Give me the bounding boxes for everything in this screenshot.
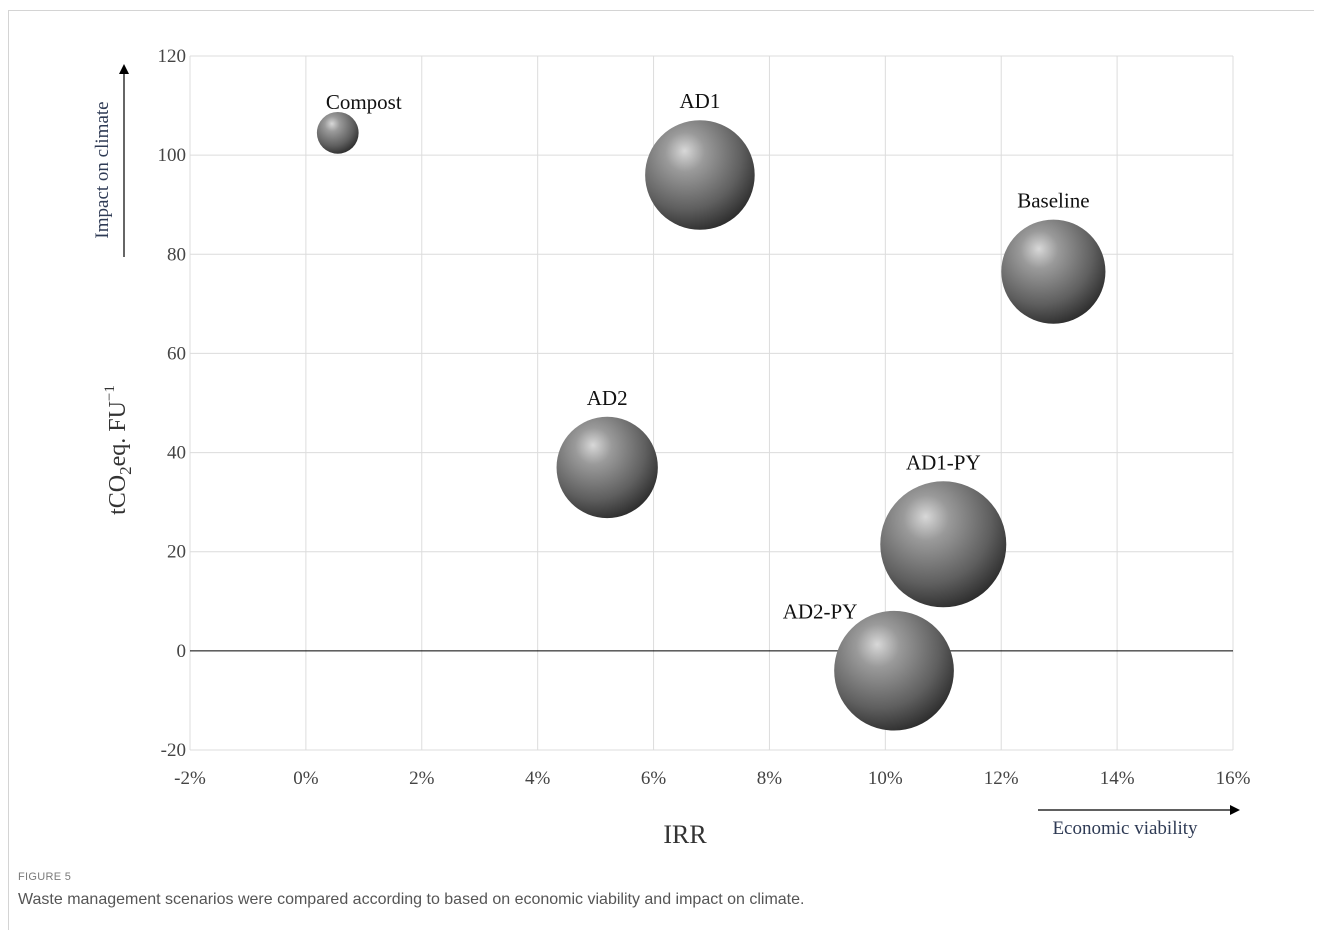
y-axis-title: tCO2eq. FU−1 <box>102 385 135 515</box>
bubble-label: AD2 <box>587 386 628 410</box>
x-tick-label: 14% <box>1100 768 1135 789</box>
figure-frame <box>8 10 1314 930</box>
figure-caption: Waste management scenarios were compared… <box>18 891 805 908</box>
bubble-ad1 <box>645 120 755 230</box>
bubble-label: AD2-PY <box>783 600 858 624</box>
y-tick-label: 80 <box>167 244 186 265</box>
axis-layer: -2% 0% 2% 4% 6% 8% 10% 12% 14% 16% -20 0 20 40 60 80 100… <box>158 46 1251 789</box>
x-tick-label: 8% <box>757 768 783 789</box>
bubble-baseline <box>1001 219 1106 324</box>
x-tick-label: 10% <box>868 768 903 789</box>
y-tick-label: 0 <box>177 641 187 662</box>
x-axis-title: IRR <box>663 820 707 849</box>
y-tick-label: 40 <box>167 443 186 464</box>
bubble-label: Compost <box>326 90 402 114</box>
y-direction-label: Impact on climate <box>92 101 113 238</box>
x-direction-label: Economic viability <box>1052 818 1198 839</box>
y-tick-label: 60 <box>167 343 186 364</box>
bubble-label: AD1 <box>679 89 720 113</box>
x-tick-label: 12% <box>984 768 1019 789</box>
bubble-label: Baseline <box>1017 189 1089 213</box>
bubble-label: AD1-PY <box>906 450 981 474</box>
y-tick-label: 20 <box>167 542 186 563</box>
x-tick-label: -2% <box>174 768 206 789</box>
bubble-compost <box>316 111 359 154</box>
bubble-chart: -2% 0% 2% 4% 6% 8% 10% 12% 14% 16% -20 0 20 40 60 80 100… <box>92 46 1251 849</box>
y-tick-label: -20 <box>161 740 186 761</box>
bubble-ad1-py <box>880 481 1007 608</box>
figure-label: FIGURE 5 <box>18 871 72 883</box>
x-tick-label: 2% <box>409 768 435 789</box>
x-tick-label: 4% <box>525 768 551 789</box>
y-tick-label: 100 <box>158 145 187 166</box>
x-tick-label: 0% <box>293 768 319 789</box>
x-tick-label: 6% <box>641 768 667 789</box>
bubble-ad2-py <box>834 610 954 731</box>
x-tick-label: 16% <box>1216 768 1251 789</box>
y-tick-label: 120 <box>158 46 187 67</box>
bubble-ad2 <box>556 416 658 519</box>
bubble-layer: Compost AD1 Baseline AD2 AD1-PY AD2-PY <box>316 89 1106 731</box>
